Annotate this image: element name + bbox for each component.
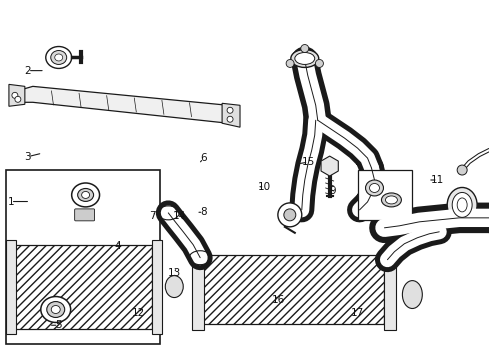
Ellipse shape <box>46 46 72 68</box>
Text: 3: 3 <box>24 152 31 162</box>
Ellipse shape <box>55 54 63 61</box>
Text: 2: 2 <box>24 66 31 76</box>
Circle shape <box>278 203 302 227</box>
Polygon shape <box>222 103 240 127</box>
Text: 4: 4 <box>115 241 122 251</box>
Text: 17: 17 <box>351 308 364 318</box>
Text: 7: 7 <box>149 211 155 221</box>
Ellipse shape <box>41 297 71 323</box>
Text: 5: 5 <box>55 320 62 330</box>
Text: 6: 6 <box>200 153 207 163</box>
Text: 1: 1 <box>7 197 14 207</box>
Ellipse shape <box>165 276 183 298</box>
Ellipse shape <box>452 193 472 217</box>
Bar <box>385 249 396 330</box>
Circle shape <box>227 107 233 113</box>
Bar <box>152 240 162 334</box>
Text: 15: 15 <box>302 157 315 167</box>
FancyBboxPatch shape <box>74 209 95 221</box>
Bar <box>6 170 160 345</box>
Ellipse shape <box>51 306 60 314</box>
Ellipse shape <box>51 50 67 64</box>
Text: 10: 10 <box>258 182 271 192</box>
Ellipse shape <box>47 302 65 318</box>
Ellipse shape <box>369 184 379 193</box>
Bar <box>200 255 385 324</box>
Ellipse shape <box>402 280 422 309</box>
Circle shape <box>457 165 467 175</box>
Text: 11: 11 <box>431 175 444 185</box>
Polygon shape <box>9 84 25 106</box>
Ellipse shape <box>366 180 384 196</box>
Bar <box>192 249 204 330</box>
Circle shape <box>286 59 294 67</box>
Ellipse shape <box>295 53 315 64</box>
Ellipse shape <box>291 50 318 67</box>
Polygon shape <box>19 86 234 123</box>
Ellipse shape <box>72 183 99 207</box>
Circle shape <box>316 59 323 67</box>
Text: 13: 13 <box>168 268 181 278</box>
Text: 8: 8 <box>200 207 207 217</box>
Bar <box>6 240 16 334</box>
Text: 14: 14 <box>172 211 186 221</box>
Circle shape <box>12 92 18 98</box>
Ellipse shape <box>447 188 477 222</box>
Text: 12: 12 <box>132 308 145 318</box>
Text: 16: 16 <box>271 295 285 305</box>
Circle shape <box>15 96 21 102</box>
Circle shape <box>284 209 296 221</box>
Ellipse shape <box>82 192 90 198</box>
Circle shape <box>227 116 233 122</box>
Ellipse shape <box>382 193 401 207</box>
Bar <box>358 170 413 220</box>
Text: 9: 9 <box>330 186 336 196</box>
Bar <box>13 245 152 329</box>
Ellipse shape <box>77 189 94 201</box>
Circle shape <box>301 45 309 53</box>
Ellipse shape <box>386 196 397 204</box>
